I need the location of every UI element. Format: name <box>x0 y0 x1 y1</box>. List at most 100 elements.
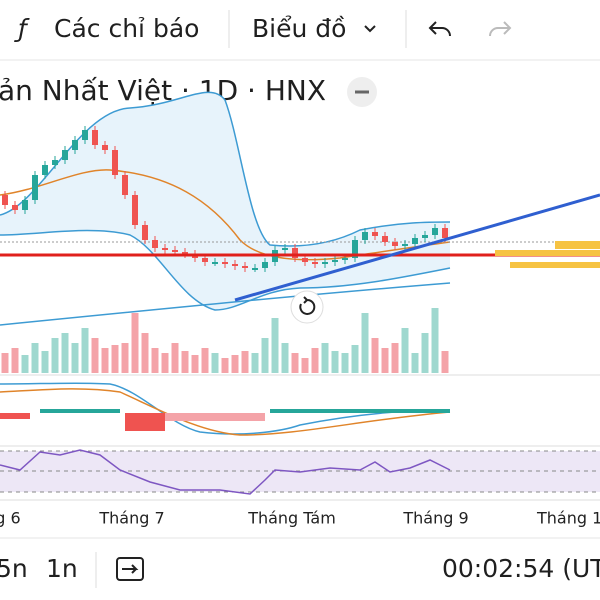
volume-bar <box>211 353 219 373</box>
rsi-line <box>0 449 451 495</box>
histogram <box>125 413 165 431</box>
volume-bar <box>161 353 169 373</box>
volume-bar <box>231 355 239 373</box>
reset-button[interactable] <box>290 290 324 324</box>
volume-bar <box>411 353 419 373</box>
candle-body <box>242 266 248 268</box>
candle-body <box>222 262 228 264</box>
x-label: Tháng 7 <box>98 509 164 528</box>
x-label: Tháng 9 <box>402 509 468 528</box>
candle-body <box>282 248 288 250</box>
volume-bar <box>11 348 19 373</box>
chart-button[interactable]: Biểu đồ <box>252 14 346 43</box>
zone <box>495 250 600 256</box>
candle-body <box>82 130 88 140</box>
candle-body <box>62 150 68 160</box>
candle-body <box>12 205 18 210</box>
candle-body <box>172 250 178 252</box>
candle-body <box>342 258 348 260</box>
volume-bar <box>31 343 39 373</box>
undo-button[interactable] <box>428 21 451 37</box>
candle-body <box>212 262 218 264</box>
indicators-button[interactable]: Các chỉ báo <box>54 14 199 43</box>
volume-bar <box>281 343 289 373</box>
range-button[interactable]: 5n <box>0 554 28 583</box>
candle-body <box>362 232 368 240</box>
zone <box>510 262 600 268</box>
x-label: Tháng 1 <box>536 509 600 528</box>
candle-body <box>142 225 148 240</box>
candle-body <box>122 175 128 195</box>
volume-bar <box>131 313 139 373</box>
volume-bar <box>151 348 159 373</box>
volume-bar <box>111 345 119 373</box>
volume-bar <box>71 343 79 373</box>
candle-body <box>42 165 48 175</box>
trend-line[interactable] <box>234 193 600 302</box>
volume-bar <box>61 333 69 373</box>
candle-body <box>202 258 208 262</box>
volume-bar <box>251 353 259 373</box>
histogram <box>270 409 450 413</box>
long-average <box>0 282 451 326</box>
candle-body <box>72 140 78 150</box>
volume-bar <box>351 345 359 373</box>
volume-bar <box>361 313 369 373</box>
symbol-title: ản Nhất Việt · 1D · HNX <box>0 74 326 107</box>
volume-bar <box>301 358 309 373</box>
signal-line <box>0 388 451 436</box>
volume-bar <box>51 338 59 373</box>
x-label: Tháng Tám <box>247 509 336 528</box>
candle-body <box>372 232 378 236</box>
zone <box>555 241 600 249</box>
clock: 00:02:54 (UT <box>442 554 600 583</box>
reset-icon <box>299 296 316 315</box>
range-button[interactable]: 1n <box>46 554 78 583</box>
date-range-button[interactable] <box>116 557 144 581</box>
candle-body <box>292 248 298 258</box>
volume-bar <box>41 351 49 373</box>
volume-bar <box>431 308 439 373</box>
candle-body <box>402 244 408 246</box>
volume-bar <box>311 348 319 373</box>
candle-body <box>2 195 8 205</box>
volume-bar <box>91 338 99 373</box>
moving-average <box>0 169 451 261</box>
volume-bar <box>21 355 29 373</box>
volume-bar <box>401 328 409 373</box>
volume-bar <box>421 333 429 373</box>
candle-body <box>312 262 318 264</box>
candle-body <box>392 242 398 246</box>
histogram <box>0 413 30 419</box>
volume-bar <box>1 353 9 373</box>
candle-body <box>412 238 418 244</box>
volume-bar <box>141 333 149 373</box>
histogram <box>40 409 120 413</box>
candle-body <box>22 200 28 210</box>
bollinger-upper <box>0 91 451 247</box>
candle-body <box>92 130 98 145</box>
volume-bar <box>291 353 299 373</box>
candle-body <box>322 262 328 264</box>
volume-bar <box>241 351 249 373</box>
candle-body <box>112 150 118 175</box>
volume-bar <box>171 343 179 373</box>
histogram <box>165 413 265 421</box>
candle-body <box>252 268 258 270</box>
volume-bar <box>121 343 129 373</box>
candle-body <box>182 252 188 254</box>
candle-body <box>52 160 58 165</box>
volume-bar <box>341 353 349 373</box>
candle-body <box>152 240 158 248</box>
volume-bar <box>221 358 229 373</box>
redo-button[interactable] <box>489 21 512 37</box>
bollinger-fill <box>0 92 450 310</box>
fx-icon[interactable]: ƒ <box>14 14 30 43</box>
candle-body <box>102 145 108 150</box>
volume-bar <box>201 348 209 373</box>
volume-bar <box>321 343 329 373</box>
volume-bar <box>331 351 339 373</box>
candle-body <box>432 228 438 235</box>
candle-body <box>352 240 358 258</box>
